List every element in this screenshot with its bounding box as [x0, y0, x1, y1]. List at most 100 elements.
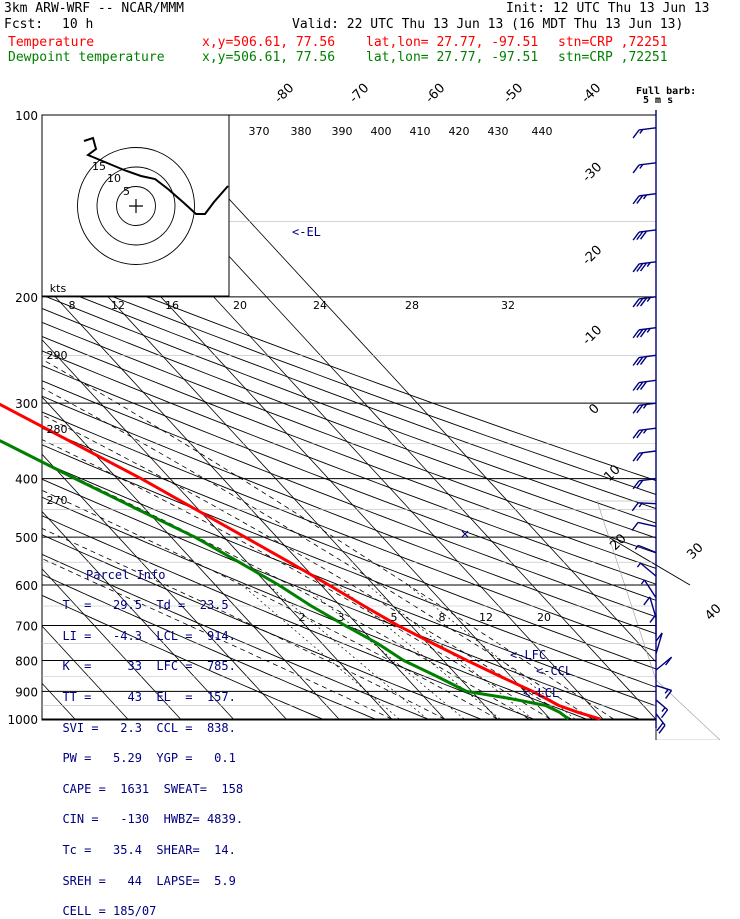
- wind-barb-flag: [631, 502, 639, 512]
- isotherm: [42, 396, 340, 720]
- wind-barb-flag: [665, 690, 673, 699]
- dry-adiabat: [42, 411, 656, 652]
- temperature-tick-label: -30: [580, 160, 606, 186]
- dry-adiabat: [42, 268, 656, 495]
- wind-barb-half: [639, 129, 644, 134]
- wind-barb-staff: [638, 544, 657, 554]
- wind-scale-label: 8: [69, 299, 76, 312]
- theta-label: 440: [532, 125, 553, 138]
- wind-barb-half: [634, 544, 639, 550]
- dry-adiabat: [42, 444, 656, 688]
- dry-adiabat: [42, 594, 326, 720]
- dry-adiabat: [42, 574, 379, 720]
- dry-adiabat: [42, 335, 656, 569]
- wind-barb-flag: [639, 297, 648, 307]
- wind-barb-staff: [638, 229, 657, 233]
- dry-adiabat: [42, 308, 656, 539]
- isotherm: [42, 224, 498, 720]
- wind-scale-label: 12: [111, 299, 125, 312]
- forecast-label: Fcst:: [4, 17, 44, 32]
- dry-adiabat: [42, 553, 432, 720]
- isotherm: [42, 281, 445, 720]
- dry-adiabat: [42, 321, 656, 554]
- dry-adiabat: [42, 350, 656, 585]
- mixing-ratio-line: [407, 584, 576, 720]
- hodograph-ring: [77, 147, 195, 265]
- temperature-tick-label: 20: [607, 531, 629, 553]
- wind-barb: [649, 614, 657, 637]
- wind-barb-flag: [632, 382, 640, 391]
- wind-barb-flag: [632, 195, 640, 205]
- wind-barb: [632, 127, 657, 139]
- wind-barb: [655, 713, 666, 734]
- wind-barb-flag: [661, 709, 669, 719]
- isotherm: [42, 568, 181, 720]
- pressure-label: 700: [15, 619, 38, 633]
- wind-barb: [636, 562, 657, 577]
- theta-label: 390: [332, 125, 353, 138]
- wind-barb-flag: [632, 429, 640, 439]
- wind-barb-flag: [632, 263, 640, 273]
- wind-barb-flag: [639, 262, 648, 272]
- pressure-label: 800: [15, 654, 38, 668]
- parcel-row: LI = -4.3 LCL = 914.: [62, 628, 236, 643]
- model-title: 3km ARW-WRF -- NCAR/MMM: [4, 1, 185, 16]
- wind-barb-half: [642, 428, 648, 434]
- temperature-tick-label: -20: [580, 243, 606, 269]
- wind-barb-flag: [632, 329, 640, 339]
- parcel-marker: [461, 530, 469, 538]
- wind-barb-half: [664, 688, 669, 694]
- wind-barb-staff: [655, 632, 663, 655]
- wind-barb-flag: [636, 194, 644, 204]
- wind-barb-flag: [639, 356, 648, 365]
- mixing-ratio-label: 2: [299, 611, 306, 624]
- wind-barb-staff: [638, 261, 657, 265]
- wind-barb-flag: [636, 452, 644, 462]
- wind-barb-flag: [639, 230, 648, 240]
- wind-barb-staff: [655, 684, 672, 692]
- mixing-ratio-label: 12: [479, 611, 493, 624]
- wind-barb: [632, 354, 657, 366]
- wind-scale-label: 28: [405, 299, 419, 312]
- theta-label: 290: [47, 349, 68, 362]
- temperature-tick-label: 10: [601, 462, 623, 484]
- wind-barb-staff: [638, 354, 657, 359]
- temperature-tick-label: -50: [501, 81, 527, 107]
- wind-barb-half: [661, 707, 666, 713]
- wind-barb: [632, 427, 657, 439]
- wind-barb-flag: [636, 231, 644, 241]
- temperature-tick-label: -40: [579, 81, 605, 107]
- wind-barb-staff: [638, 379, 657, 384]
- wind-barb: [655, 684, 673, 699]
- dry-adiabat: [42, 281, 656, 510]
- dry-adiabat: [42, 427, 656, 670]
- temperature-tick-label: -60: [423, 81, 449, 107]
- wind-barb-flag: [632, 164, 640, 174]
- mixing-ratio-label: 20: [537, 611, 551, 624]
- dewpoint-legend-latlon: lat,lon= 27.77, -97.51: [366, 50, 539, 65]
- parcel-row: PW = 5.29 YGP = 0.1: [62, 751, 236, 766]
- temperature-tick-label: 0: [586, 401, 602, 417]
- dry-adiabat: [42, 534, 485, 720]
- wind-barb-half: [642, 194, 648, 200]
- wind-barb: [655, 632, 663, 655]
- hodograph-trace: [83, 136, 229, 215]
- barb-key-line1: Full barb:: [636, 86, 696, 97]
- isotherm: [42, 453, 287, 720]
- wind-barb-flag: [636, 298, 644, 307]
- wind-scale-label: 24: [313, 299, 327, 312]
- pressure-label: 400: [15, 473, 38, 487]
- pressure-label: 1000: [7, 713, 38, 727]
- temperature-tick-label: -10: [580, 323, 606, 349]
- wind-barb-half: [639, 164, 644, 169]
- wind-barb-flag: [632, 231, 640, 241]
- temperature-tick-label: -70: [347, 81, 373, 107]
- theta-label: 400: [371, 125, 392, 138]
- mixing-ratio-line: [268, 584, 428, 720]
- hodograph-ring: [116, 186, 156, 226]
- level-annotation: <-LCL: [523, 686, 559, 700]
- parcel-row: SREH = 44 LAPSE= 5.9: [62, 873, 236, 888]
- wind-barb-staff: [655, 656, 673, 671]
- parcel-info-title: Parcel Info: [86, 567, 166, 582]
- wind-scale-label: 16: [165, 299, 179, 312]
